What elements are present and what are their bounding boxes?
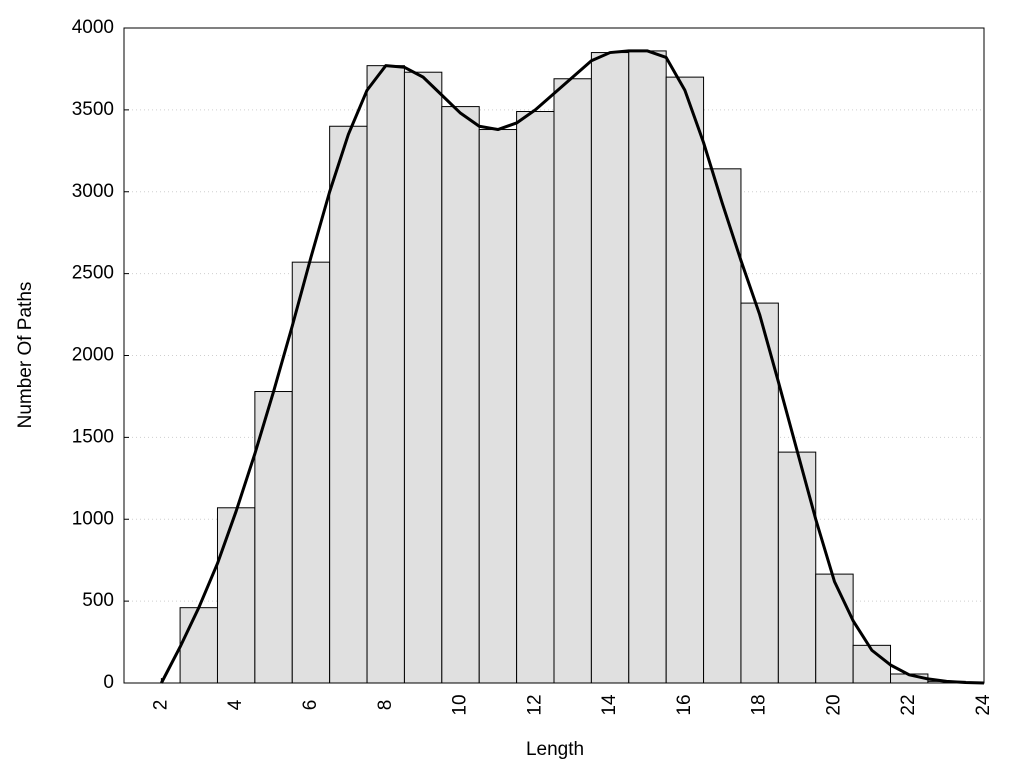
bar	[590, 52, 630, 684]
x-tick-label: 4	[225, 699, 246, 710]
y-tick-label: 1500	[72, 426, 114, 447]
y-axis-title: Number Of Paths	[15, 282, 36, 429]
curve	[160, 49, 985, 685]
bar	[516, 111, 555, 684]
y-tick-label: 2500	[72, 263, 114, 284]
x-tick-label: 24	[973, 694, 994, 716]
bar	[366, 65, 405, 684]
y-tick-label: 1000	[72, 508, 114, 529]
y-tick-label: 3500	[72, 99, 114, 120]
x-tick-label: 6	[300, 700, 321, 711]
x-tick-label: 14	[599, 694, 620, 716]
x-tick-label: 12	[524, 694, 545, 715]
x-tick-label: 20	[823, 694, 844, 715]
y-tick-label: 3000	[72, 181, 114, 202]
x-tick-label: 18	[749, 694, 770, 715]
x-tick-label: 2	[150, 700, 171, 711]
bar	[291, 261, 331, 684]
x-tick-label: 22	[898, 694, 919, 715]
bar	[179, 607, 218, 684]
bar	[441, 106, 480, 684]
bar	[216, 507, 256, 684]
bar	[703, 168, 742, 684]
bar	[740, 302, 779, 684]
x-tick-label: 16	[674, 694, 695, 715]
bar	[628, 50, 667, 684]
bar	[553, 78, 592, 684]
bar	[254, 391, 293, 684]
bar	[815, 573, 854, 684]
plot-frame	[123, 27, 985, 684]
y-tick-label: 2000	[72, 345, 114, 366]
y-tick-label: 500	[82, 590, 114, 611]
x-axis-title: Length	[526, 739, 584, 760]
x-tick-label: 8	[375, 700, 396, 711]
bar	[665, 76, 705, 684]
bar	[329, 125, 368, 684]
x-tick-label: 10	[450, 694, 471, 715]
bar	[478, 129, 518, 684]
bar	[777, 451, 817, 684]
y-tick-label: 4000	[72, 17, 114, 38]
y-tick-label: 0	[103, 672, 114, 693]
bar	[403, 71, 443, 684]
